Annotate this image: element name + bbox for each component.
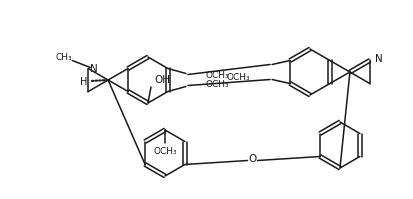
Text: N: N [375, 54, 382, 63]
Text: H: H [81, 77, 88, 87]
Text: OH: OH [154, 75, 170, 85]
Text: OCH₃: OCH₃ [153, 146, 177, 155]
Text: N: N [90, 63, 98, 73]
Text: OCH₃: OCH₃ [206, 71, 230, 80]
Text: O: O [248, 154, 256, 165]
Text: OCH₃: OCH₃ [206, 80, 230, 89]
Text: OCH₃: OCH₃ [226, 73, 250, 82]
Text: CH₃: CH₃ [56, 53, 73, 62]
